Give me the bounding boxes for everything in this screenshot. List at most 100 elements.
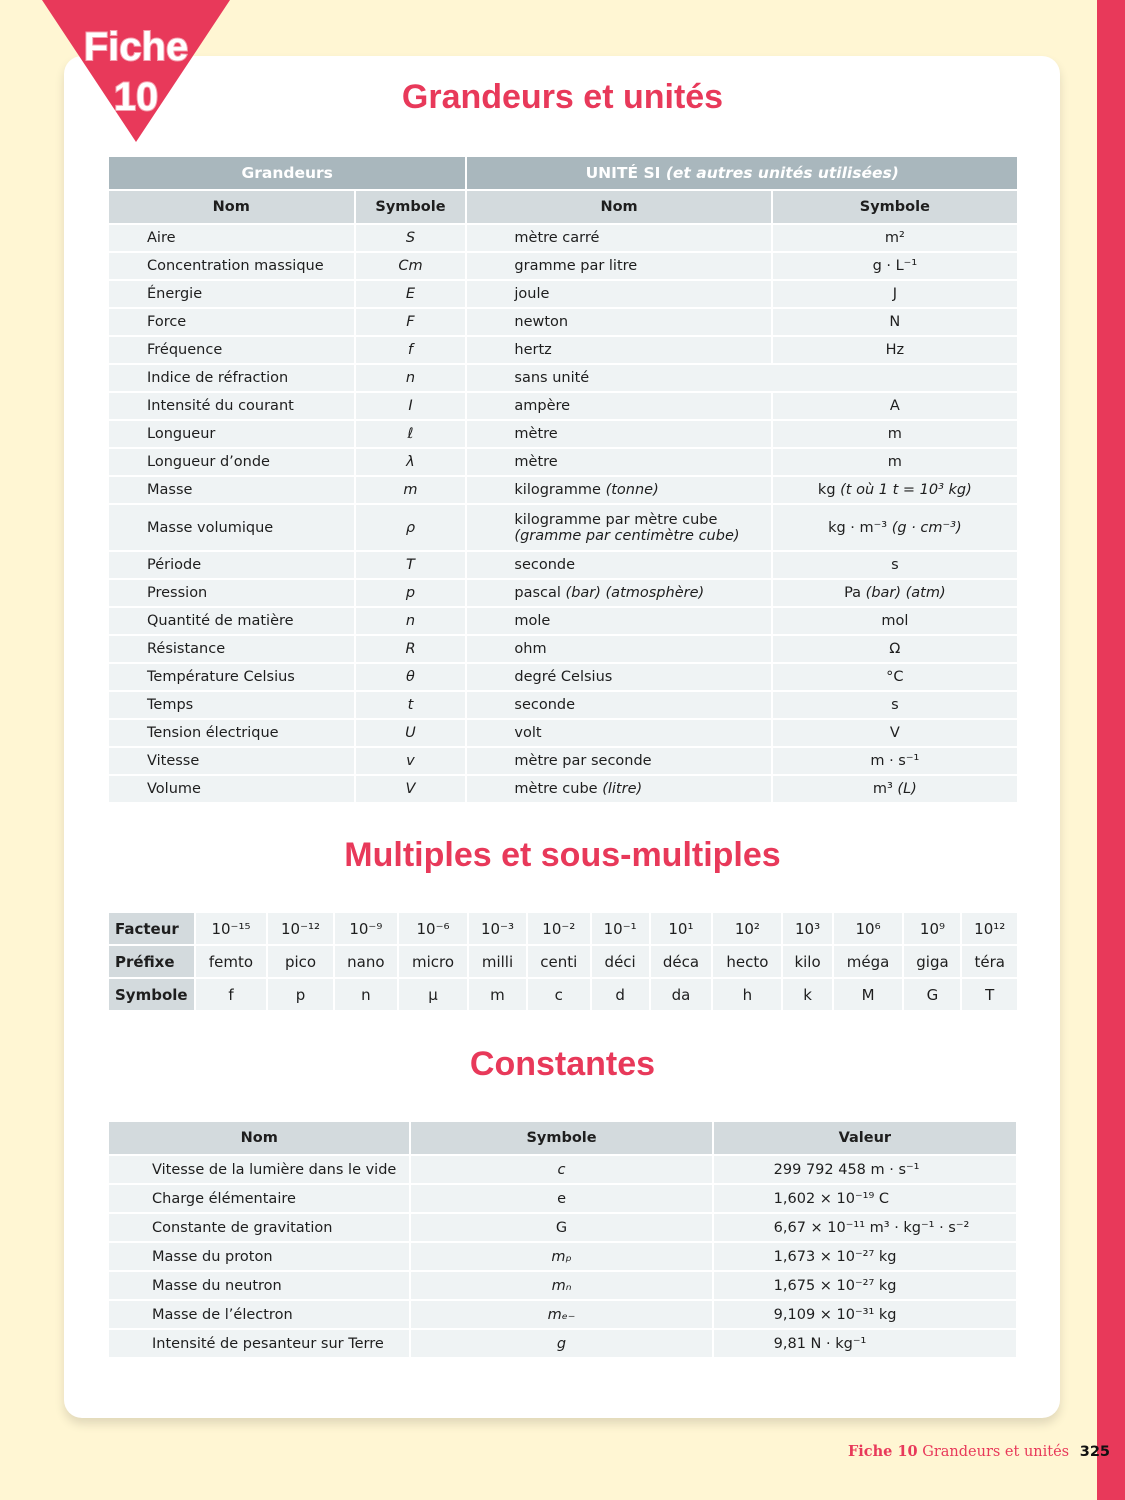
symbol-text: T [406, 557, 415, 573]
symbol-cell: p [266, 977, 335, 1012]
unit-name-text: mètre par seconde [514, 753, 652, 769]
quantity-symbol: t [353, 690, 468, 720]
unit-symbol-alt: (t où 1 t = 10³ kg) [840, 482, 972, 498]
col-header-symbol: Symbole [409, 1120, 714, 1156]
factor-cell: 10⁻¹⁵ [193, 911, 269, 946]
factor-cell: 10⁻² [525, 911, 592, 946]
symbol-text: ρ [405, 519, 416, 536]
constant-symbol: G [409, 1212, 714, 1243]
constant-name: Masse du proton [106, 1241, 412, 1272]
quantity-name: Longueur [107, 419, 356, 449]
unit-symbol-text: N [889, 314, 901, 330]
unit-symbol-text: m [887, 454, 902, 470]
multiples-row-factors: Facteur 10⁻¹⁵ 10⁻¹² 10⁻⁹ 10⁻⁶ 10⁻³ 10⁻² 10⁻¹ 10¹… [107, 911, 1019, 946]
quantity-symbol: T [353, 550, 468, 580]
unit-name: joule [465, 279, 773, 309]
footer-fiche: Fiche 10 [848, 1443, 918, 1460]
constant-value: 1,675 × 10⁻²⁷ kg [711, 1270, 1019, 1301]
unit-name-text: newton [514, 314, 569, 330]
symbol-cell: d [589, 977, 651, 1012]
factor-cell: 10⁻¹² [266, 911, 335, 946]
si-alt-label: (et autres unités utilisées) [665, 164, 899, 182]
table-row: Intensité de pesanteur sur Terre g 9,81 N … [106, 1328, 1019, 1359]
table-row: Vitesse de la lumière dans le vide c 299 7… [106, 1154, 1019, 1185]
quantity-symbol: p [353, 578, 468, 608]
symbol-text: v [406, 753, 415, 769]
table-row: Indice de réfraction n sans unité [107, 363, 1019, 393]
unit-symbol-text: m · s⁻¹ [870, 753, 920, 769]
row-label: Symbole [107, 977, 196, 1012]
unit-symbol-text: mol [881, 613, 909, 629]
factor-cell: 10¹ [648, 911, 714, 946]
symbol-text: S [405, 230, 416, 246]
table-row: Longueur ℓ mètre m [107, 419, 1020, 449]
table-row: Constante de gravitation G 6,67 × 10⁻¹¹ m³… [106, 1212, 1019, 1243]
unit-name-text: seconde [514, 697, 576, 713]
factor-cell: 10⁹ [902, 911, 963, 946]
quantity-name: Concentration massique [107, 251, 356, 281]
symbol-cell: G [902, 977, 963, 1012]
factor-cell: 10⁶ [831, 911, 905, 946]
table-row: Masse du proton mₚ 1,673 × 10⁻²⁷ kg [106, 1241, 1019, 1272]
unit-symbol-text: J [892, 286, 897, 302]
constants-title: Constantes [469, 1045, 656, 1083]
unit-name: mètre carré [465, 223, 773, 253]
table-row: Fréquence f hertz Hz [107, 335, 1020, 365]
unit-symbol: m [770, 447, 1020, 477]
table-row: Charge élémentaire e 1,602 × 10⁻¹⁹ C [106, 1183, 1019, 1214]
unit-name-text: sans unité [514, 370, 590, 386]
quantity-symbol: f [353, 335, 468, 365]
unit-name: mole [465, 606, 773, 636]
row-label: Facteur [107, 911, 196, 946]
factor-cell: 10⁻¹ [589, 911, 651, 946]
quantity-name: Température Celsius [107, 662, 356, 692]
unit-symbol-alt: (g · cm⁻³) [891, 519, 962, 536]
quantity-name: Volume [107, 774, 356, 804]
unit-symbol-text: kg · m⁻³ [828, 519, 888, 536]
constant-name: Vitesse de la lumière dans le vide [106, 1154, 412, 1185]
quantity-name: Indice de réfraction [107, 363, 356, 393]
symbol-text: Cm [398, 258, 423, 274]
group-header-si: UNITÉ SI (et autres unités utilisées) [465, 155, 1019, 191]
prefixe-cell: téra [960, 944, 1019, 979]
multiples-table: Facteur 10⁻¹⁵ 10⁻¹² 10⁻⁹ 10⁻⁶ 10⁻³ 10⁻² 10⁻¹ 10¹… [107, 911, 1019, 1012]
symbol-cell: k [781, 977, 834, 1012]
quantity-symbol: n [353, 606, 468, 636]
col-header-value: Valeur [711, 1120, 1019, 1156]
side-color-bar [1097, 0, 1125, 1500]
unit-symbol: m · s⁻¹ [770, 746, 1020, 776]
table-row: Masse volumique ρ kilogramme par mètre cub… [107, 503, 1020, 552]
unit-symbol-text: m³ [872, 781, 893, 797]
prefixe-cell: pico [266, 944, 335, 979]
symbol-text: p [405, 585, 416, 601]
symbol-text: n [405, 370, 416, 386]
quantity-symbol: n [353, 363, 468, 393]
unit-symbol-text: kg [817, 482, 836, 498]
unit-symbol-text: °C [886, 669, 904, 685]
symbol-cell: h [711, 977, 784, 1012]
unit-name-alt: (tonne) [605, 482, 659, 498]
constant-symbol: mₚ [409, 1241, 714, 1272]
unit-symbol-text: s [891, 557, 899, 573]
units-title: Grandeurs et unités [401, 78, 724, 116]
constant-name: Intensité de pesanteur sur Terre [106, 1328, 412, 1359]
table-row: Longueur d’onde λ mètre m [107, 447, 1020, 477]
symbol-cell: m [467, 977, 528, 1012]
fiche-number: 10 [113, 74, 160, 120]
constant-symbol: g [409, 1328, 714, 1359]
constant-value: 1,602 × 10⁻¹⁹ C [711, 1183, 1019, 1214]
symbol-cell: c [525, 977, 592, 1012]
symbol-text: E [405, 286, 416, 302]
quantity-name: Masse [107, 475, 356, 505]
quantity-name: Période [107, 550, 356, 580]
symbol-text: R [405, 641, 416, 657]
fiche-badge-text: Fiche 10 [70, 22, 202, 122]
factor-cell: 10³ [781, 911, 834, 946]
unit-symbol: g · L⁻¹ [770, 251, 1020, 281]
constant-value: 9,109 × 10⁻³¹ kg [711, 1299, 1019, 1330]
constant-symbol: c [409, 1154, 714, 1185]
quantity-symbol: S [353, 223, 468, 253]
unit-symbol-text: V [889, 725, 900, 741]
